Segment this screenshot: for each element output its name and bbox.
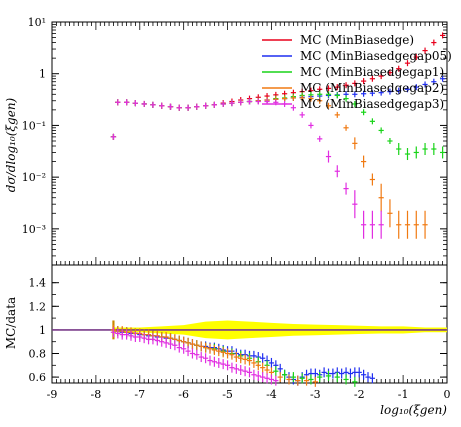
legend-label-2: MC (MinBiasedgegap1) — [300, 65, 444, 79]
x-axis-label: log₁₀(ξgen) — [380, 403, 447, 417]
main-y-tick-label: 10⁻² — [22, 171, 46, 184]
legend-label-4: MC (MinBiasedgegap3) — [300, 97, 444, 111]
x-tick-label: -4 — [266, 388, 277, 401]
ratio-y-tick-label: 1 — [39, 324, 46, 337]
ratio-y-tick-label: 0.8 — [29, 348, 47, 361]
x-tick-label: -8 — [91, 388, 102, 401]
ratio-y-axis-label: MC/data — [4, 297, 18, 349]
ratio-y-tick-label: 0.6 — [29, 371, 47, 384]
legend: MC (MinBiasedge) MC (MinBiasedgegap05) MC … — [262, 33, 452, 111]
ratio-y-tick-label: 1.4 — [29, 277, 47, 290]
legend-label-1: MC (MinBiasedgegap05) — [300, 49, 452, 63]
main-y-tick-label: 1 — [39, 68, 46, 81]
x-tick-label: -5 — [222, 388, 233, 401]
main-y-tick-label: 10⁻³ — [22, 223, 46, 236]
legend-label-3: MC (MinBiasedgegap2) — [300, 81, 444, 95]
x-tick-label: -7 — [134, 388, 145, 401]
x-tick-label: 0 — [444, 388, 451, 401]
ratio-panel: -9 -8 -7 -6 -5 -4 -3 -2 -1 0 0.6 0.8 1 1.2 1.4 — [29, 264, 451, 401]
x-tick-label: -1 — [398, 388, 409, 401]
legend-label-0: MC (MinBiasedge) — [300, 33, 414, 47]
main-y-tick-label: 10⁻¹ — [22, 119, 46, 132]
ratio-y-tick-label: 1.2 — [29, 300, 47, 313]
main-y-axis-label: dσ/dlog₁₀(ξgen) — [4, 97, 18, 192]
x-tick-label: -3 — [310, 388, 321, 401]
x-tick-label: -2 — [354, 388, 365, 401]
x-tick-label: -9 — [47, 388, 58, 401]
x-tick-label: -6 — [178, 388, 189, 401]
main-panel: 10¹ 1 10⁻¹ 10⁻² 10⁻³ — [22, 16, 448, 266]
main-y-tick-label: 10¹ — [28, 16, 46, 29]
